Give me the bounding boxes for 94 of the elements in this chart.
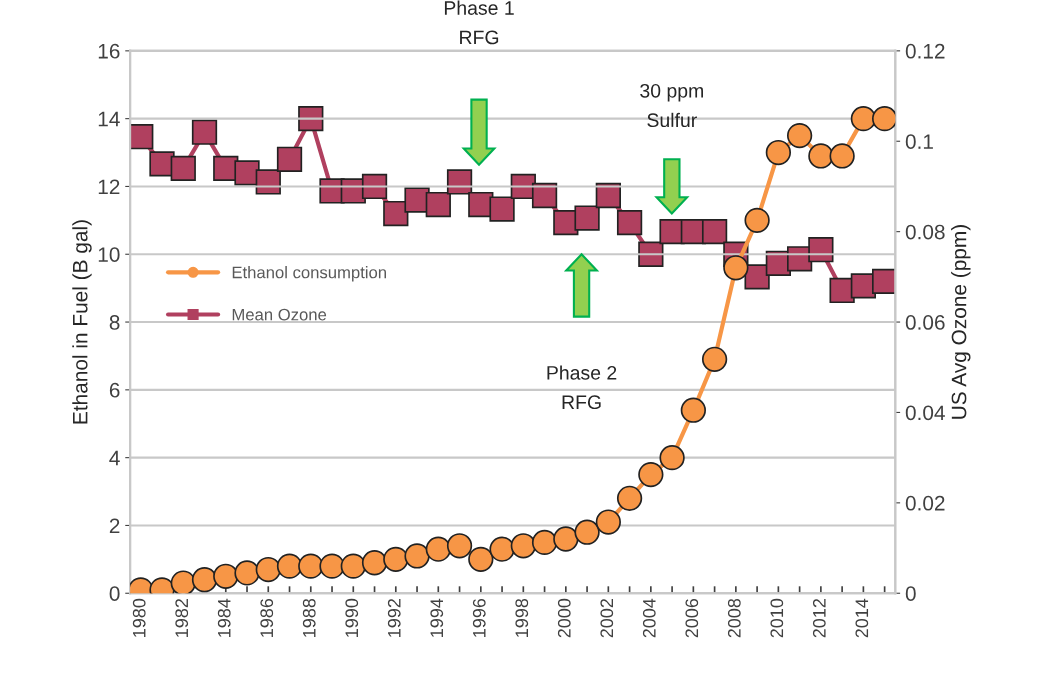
point bbox=[446, 169, 473, 195]
point bbox=[574, 205, 600, 231]
point bbox=[276, 553, 303, 579]
x-tick-label: 2006 bbox=[685, 598, 699, 638]
x-tick-label: 1998 bbox=[515, 598, 529, 637]
point bbox=[829, 143, 855, 169]
x-tick-label: 1994 bbox=[430, 598, 444, 637]
y2-tick-label: 0.02 bbox=[905, 495, 945, 511]
x-tick-label: 1992 bbox=[387, 599, 401, 637]
point bbox=[489, 196, 515, 222]
point bbox=[361, 550, 388, 576]
point bbox=[808, 143, 834, 169]
x-tick-label: 2014 bbox=[855, 598, 869, 638]
point bbox=[701, 346, 728, 372]
y2-tick-label: 0.04 bbox=[905, 405, 945, 421]
y-tick-label: 8 bbox=[109, 315, 120, 330]
annotation: Phase 2 RFG bbox=[547, 365, 617, 410]
y-tick-label: 4 bbox=[109, 450, 120, 466]
point bbox=[638, 461, 664, 488]
y2-tick-label: 0 bbox=[905, 586, 916, 601]
point bbox=[616, 209, 643, 236]
point bbox=[595, 182, 621, 209]
point bbox=[298, 106, 324, 132]
x-tick-label: 1984 bbox=[217, 598, 231, 637]
x-tick-label: 1986 bbox=[260, 598, 274, 637]
x-tick-label: 1988 bbox=[302, 598, 316, 637]
x-tick-label: 2012 bbox=[812, 599, 826, 638]
point bbox=[531, 529, 558, 556]
y-tick-label: 14 bbox=[98, 111, 120, 127]
point bbox=[553, 526, 579, 552]
point bbox=[255, 169, 281, 195]
y-tick-label: 6 bbox=[109, 382, 120, 398]
point bbox=[468, 546, 494, 572]
point bbox=[723, 255, 749, 281]
point bbox=[744, 207, 770, 233]
point bbox=[191, 119, 218, 145]
y2-tick-label: 0.06 bbox=[905, 315, 945, 330]
y-tick-label: 16 bbox=[98, 43, 120, 59]
point bbox=[595, 509, 621, 535]
point bbox=[510, 533, 536, 559]
point bbox=[298, 553, 324, 579]
x-tick-label: 1982 bbox=[175, 599, 189, 637]
y2-tick-label: 0.12 bbox=[905, 43, 945, 59]
point bbox=[701, 219, 728, 245]
y-tick-label: 10 bbox=[98, 247, 120, 262]
point bbox=[808, 237, 834, 263]
point bbox=[871, 106, 896, 132]
point bbox=[489, 536, 515, 562]
point bbox=[786, 122, 813, 149]
point bbox=[213, 563, 239, 589]
text: Phase 1 RFG bbox=[444, 0, 514, 45]
point bbox=[850, 106, 877, 132]
x-tick-label: 2010 bbox=[770, 598, 784, 638]
point bbox=[404, 543, 430, 569]
x-tick-label: 2000 bbox=[557, 598, 571, 638]
point bbox=[234, 160, 260, 186]
y-tick-label: 0 bbox=[109, 586, 120, 601]
x-tick-label: 1990 bbox=[345, 598, 359, 637]
y2-tick-label: 0.1 bbox=[905, 134, 933, 149]
point bbox=[340, 553, 366, 579]
x-tick-label: 2008 bbox=[727, 598, 741, 638]
point bbox=[319, 553, 345, 579]
point bbox=[383, 546, 409, 572]
point bbox=[361, 173, 388, 200]
point bbox=[255, 556, 281, 583]
x-tick-label: 1996 bbox=[472, 598, 486, 637]
point bbox=[446, 533, 473, 559]
point bbox=[425, 191, 451, 218]
point bbox=[871, 268, 896, 295]
y-tick-label: 2 bbox=[109, 518, 120, 533]
legend-label: Ethanol consumption bbox=[232, 266, 386, 282]
y2-tick-label: 0.08 bbox=[905, 224, 945, 240]
point bbox=[191, 567, 218, 593]
point bbox=[659, 445, 685, 471]
annotation: 30 ppm Sulfur bbox=[640, 83, 703, 128]
point bbox=[170, 155, 196, 182]
point bbox=[765, 139, 792, 166]
point bbox=[234, 560, 260, 586]
legend-label: Mean Ozone bbox=[232, 308, 327, 321]
point bbox=[680, 397, 706, 423]
point bbox=[574, 519, 600, 545]
x-tick-label: 2002 bbox=[600, 599, 614, 638]
point bbox=[383, 200, 409, 227]
point bbox=[276, 146, 303, 172]
point bbox=[616, 485, 643, 511]
x-tick-label: 1980 bbox=[132, 598, 146, 637]
y-tick-label: 12 bbox=[98, 179, 120, 194]
point bbox=[531, 182, 558, 209]
y2-axis-title: US Avg Ozone (ppm) bbox=[951, 225, 971, 419]
point bbox=[170, 570, 196, 594]
point bbox=[425, 536, 451, 562]
y-axis-title: Ethanol in Fuel (B gal) bbox=[72, 220, 92, 424]
point bbox=[130, 124, 154, 150]
x-tick-label: 2004 bbox=[642, 598, 656, 638]
